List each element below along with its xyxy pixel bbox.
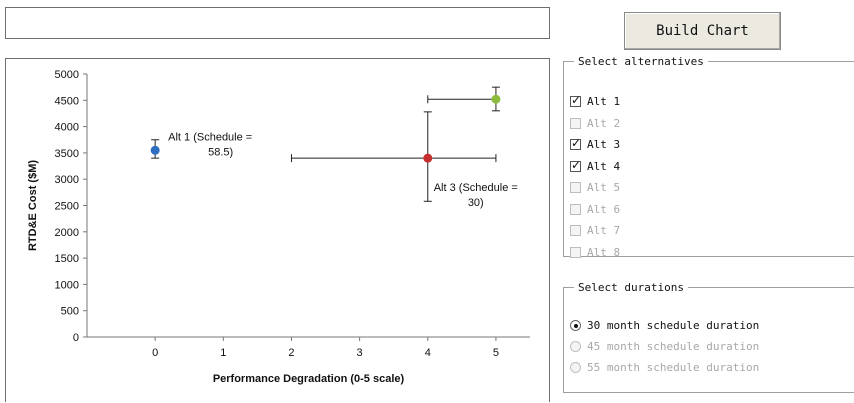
x-tick-label: 2 xyxy=(288,347,294,359)
x-axis-title: Performance Degradation (0-5 scale) xyxy=(213,373,405,385)
y-tick-label: 4000 xyxy=(55,122,79,134)
alt-checkbox-label: Alt 8 xyxy=(587,245,621,259)
radio-icon xyxy=(570,341,581,352)
select-alternatives-group: Select alternatives Alt 1 Alt 2 Alt 3 Alt 4… xyxy=(563,55,854,259)
checkbox-icon xyxy=(570,182,581,193)
alt-checkbox-label: Alt 5 xyxy=(587,181,621,194)
duration-radio-3: 55 month schedule duration xyxy=(570,361,759,374)
select-alternatives-legend: Select alternatives xyxy=(578,55,704,68)
y-tick-label: 1500 xyxy=(55,253,79,265)
data-point xyxy=(491,94,501,104)
alt-checkbox-label: Alt 2 xyxy=(587,116,621,130)
alt-checkbox-3[interactable]: Alt 3 xyxy=(570,136,621,151)
x-tick-label: 4 xyxy=(425,347,431,359)
x-tick-label: 5 xyxy=(493,347,499,359)
checkbox-icon xyxy=(570,225,581,236)
data-point xyxy=(423,153,433,163)
alt-checkbox-label: Alt 1 xyxy=(587,95,621,108)
select-durations-group: Select durations 30 month schedule durat… xyxy=(563,281,854,393)
y-axis-title: RTD&E Cost ($M) xyxy=(27,160,39,251)
alt-checkbox-8: Alt 8 xyxy=(570,246,620,259)
y-tick-label: 500 xyxy=(61,306,79,318)
duration-radio-2: 45 month schedule duration xyxy=(570,340,759,353)
chart-area: 0 500 1000 1500 2000 2500 3000 3500 4000 4500 5000… xyxy=(5,58,550,402)
y-tick-label: 4500 xyxy=(55,95,79,107)
build-chart-button[interactable]: Build Chart xyxy=(624,12,781,50)
checkbox-icon xyxy=(570,203,581,215)
radio-icon xyxy=(570,362,581,373)
alt-checkbox-label: Alt 7 xyxy=(587,224,621,237)
scatter-chart: 0 500 1000 1500 2000 2500 3000 3500 4000 4500 5000… xyxy=(27,69,530,385)
point-label: Alt 1 (Schedule = 58.5) xyxy=(168,131,252,158)
y-tick-label: 5000 xyxy=(55,69,79,81)
select-durations-legend: Select durations xyxy=(578,281,684,294)
checkbox-icon[interactable] xyxy=(570,93,581,107)
alt-checkbox-6: Alt 6 xyxy=(570,203,620,216)
y-tick-label: 3000 xyxy=(55,174,79,186)
alt-checkbox-label: Alt 3 xyxy=(587,138,621,151)
duration-radio-label: 30 month schedule duration xyxy=(587,319,760,332)
alt-checkbox-1[interactable]: Alt 1 xyxy=(570,93,621,108)
alt-checkbox-5: Alt 5 xyxy=(570,181,620,194)
x-tick-label: 0 xyxy=(152,347,158,359)
x-tick-label: 3 xyxy=(357,347,363,359)
y-tick-label: 2500 xyxy=(55,201,79,213)
x-tick-label: 1 xyxy=(220,347,226,359)
data-point xyxy=(150,145,160,155)
duration-radio-1[interactable]: 30 month schedule duration xyxy=(570,319,759,332)
radio-icon[interactable] xyxy=(570,320,581,331)
checkbox-icon[interactable] xyxy=(570,136,581,150)
point-label-line: 58.5) xyxy=(208,146,233,158)
alt-checkbox-label: Alt 6 xyxy=(587,202,621,216)
alt-checkbox-4[interactable]: Alt 4 xyxy=(570,158,621,173)
alt-checkbox-7: Alt 7 xyxy=(570,224,620,237)
duration-radio-label: 55 month schedule duration xyxy=(587,361,760,374)
alt-checkbox-label: Alt 4 xyxy=(587,159,621,173)
checkbox-icon xyxy=(570,246,581,258)
y-tick-label: 3500 xyxy=(55,148,79,160)
y-tick-label: 1000 xyxy=(55,279,79,291)
checkbox-icon xyxy=(570,117,581,129)
checkbox-icon[interactable] xyxy=(570,158,581,172)
point-label-line: Alt 3 (Schedule = xyxy=(434,182,518,194)
chart-title-field[interactable] xyxy=(5,7,550,39)
point-label: Alt 3 (Schedule = 30) xyxy=(434,182,518,209)
point-label-line: 30) xyxy=(468,197,484,209)
y-tick-label: 2000 xyxy=(55,227,79,239)
alt-checkbox-2: Alt 2 xyxy=(570,117,620,130)
duration-radio-label: 45 month schedule duration xyxy=(587,340,760,353)
point-label-line: Alt 1 (Schedule = xyxy=(168,131,252,143)
y-tick-label: 0 xyxy=(73,332,79,344)
